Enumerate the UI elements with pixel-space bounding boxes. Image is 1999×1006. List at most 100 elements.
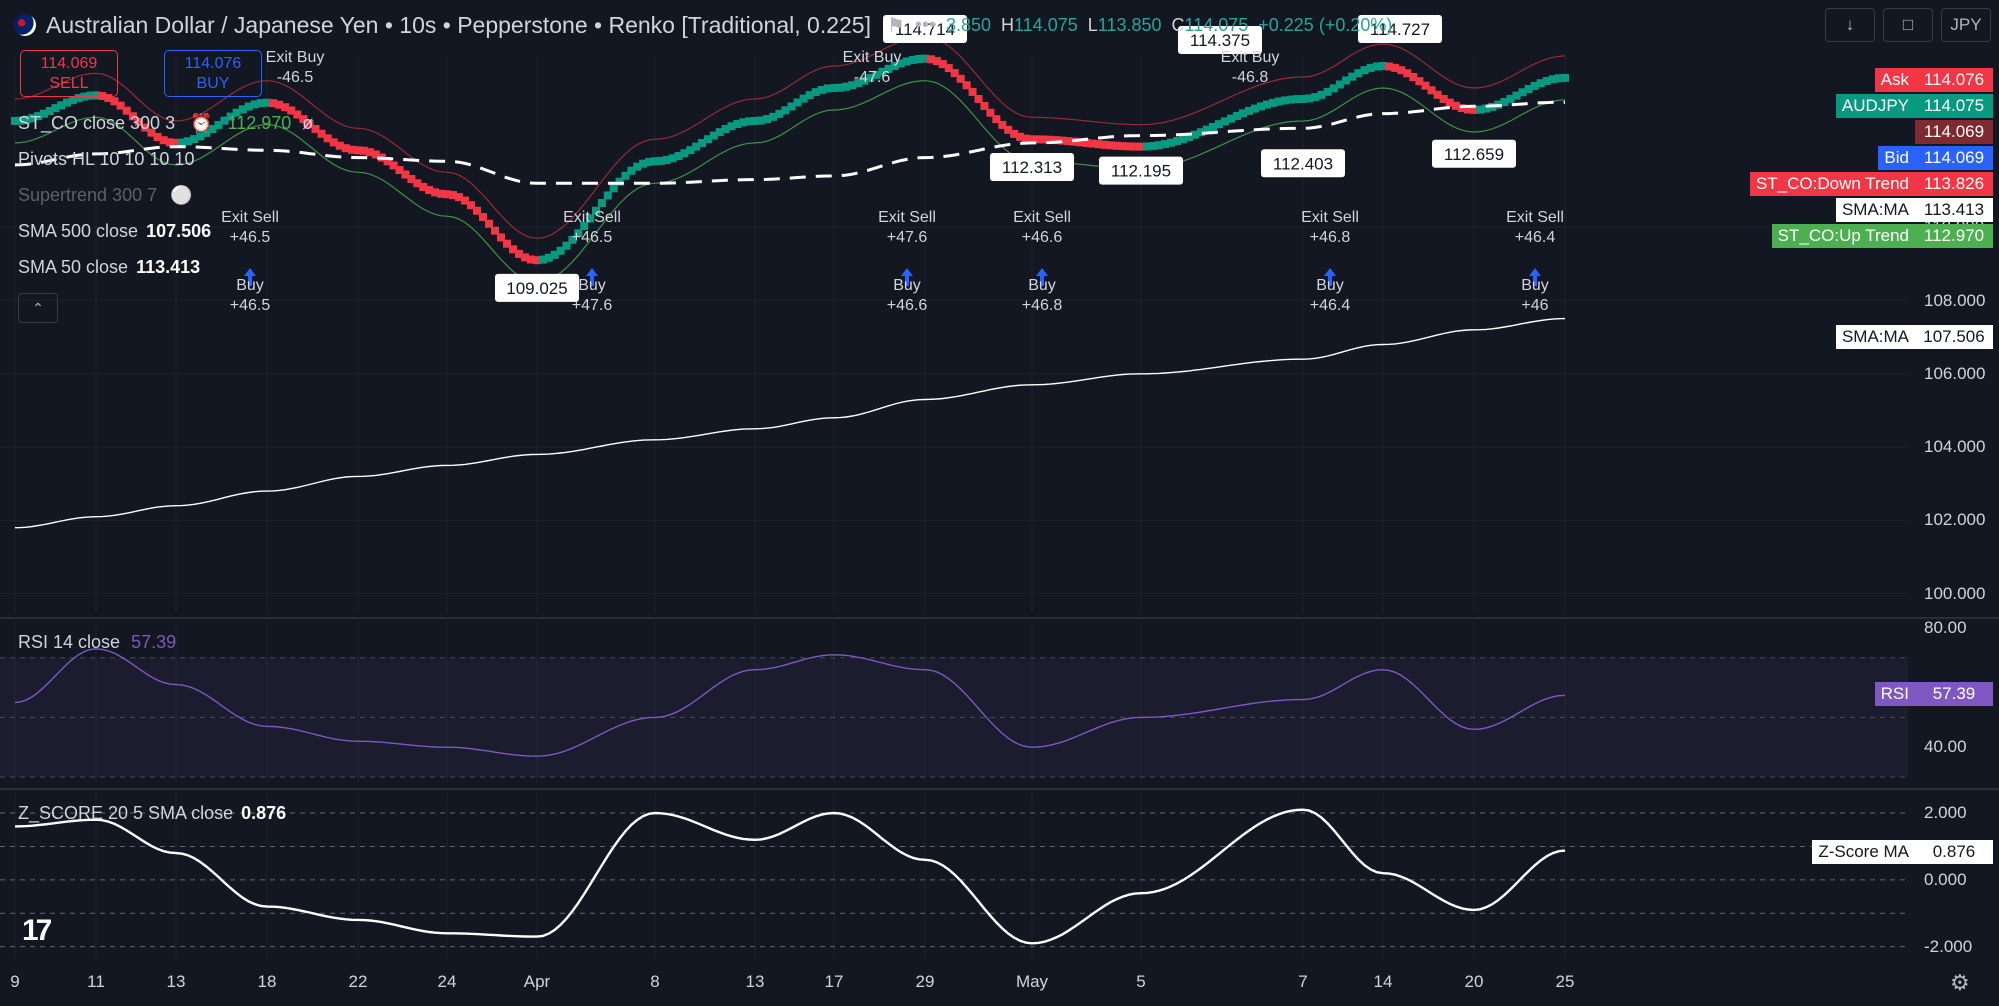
hidden-eye-icon[interactable]: ⚪ <box>170 185 193 205</box>
legend-zscore-value: 0.876 <box>241 803 287 823</box>
legend-sma500-label: SMA 500 close <box>18 221 139 241</box>
renko-brick <box>1470 105 1478 114</box>
renko-brick <box>574 229 583 238</box>
renko-brick <box>116 101 125 110</box>
legend-supertrend[interactable]: Supertrend 300 7 ⚪ <box>18 185 193 206</box>
legend-zscore[interactable]: Z_SCORE 20 5 SMA close 0.876 <box>18 803 286 824</box>
ohlc-high-label: H <box>1001 14 1014 35</box>
renko-brick <box>281 103 290 112</box>
currency-selector[interactable]: JPY <box>1941 8 1991 42</box>
legend-pivots[interactable]: Pivots HL 10 10 10 10 <box>18 149 194 170</box>
renko-brick <box>609 184 618 193</box>
renko-brick <box>709 131 718 140</box>
price-tick-label: 106.000 <box>1924 363 1986 383</box>
download-icon[interactable]: ↓ <box>1825 8 1875 42</box>
renko-brick <box>196 132 205 141</box>
renko-brick <box>1506 94 1515 103</box>
renko-brick <box>763 115 772 124</box>
renko-brick <box>715 128 724 137</box>
renko-brick <box>165 138 174 147</box>
renko-brick <box>238 105 247 114</box>
ohlc-close-label: C <box>1171 14 1185 35</box>
flag-marker-icon[interactable]: ⚑ <box>886 14 905 37</box>
tradingview-logo[interactable]: 17 <box>22 914 52 947</box>
signal-value: +46 <box>1521 297 1548 314</box>
pivot-label-box <box>1178 25 1262 54</box>
renko-brick <box>1451 101 1460 110</box>
ohlc-change: +0.225 (+0.20%) <box>1258 14 1393 35</box>
renko-brick <box>627 166 636 175</box>
renko-brick <box>1397 66 1406 75</box>
renko-brick <box>305 119 314 128</box>
pivot-label-box <box>883 15 967 43</box>
renko-brick <box>1500 97 1509 106</box>
more-icon[interactable]: ••• <box>914 13 936 36</box>
renko-brick <box>860 76 869 85</box>
signal-value: +46.8 <box>1022 297 1063 314</box>
pane-divider-rsi[interactable] <box>0 617 1999 619</box>
renko-brick <box>509 245 517 254</box>
renko-brick <box>938 60 947 69</box>
buy-button[interactable]: 114.076 BUY <box>164 50 262 97</box>
sell-button[interactable]: 114.069 SELL <box>20 50 118 97</box>
renko-brick <box>371 150 380 159</box>
price-tag-label: RSI <box>1874 682 1915 706</box>
renko-brick <box>586 214 595 223</box>
renko-brick <box>269 99 278 108</box>
renko-brick <box>1118 142 1127 151</box>
settings-icon[interactable]: ⚙ <box>1950 970 1970 995</box>
supertrend-down-line <box>14 36 1566 239</box>
renko-brick <box>244 102 253 111</box>
renko-brick <box>401 170 410 179</box>
renko-brick <box>562 241 571 250</box>
renko-brick <box>656 156 665 165</box>
renko-brick <box>1317 90 1326 99</box>
renko-brick <box>503 239 511 248</box>
renko-brick <box>787 102 796 111</box>
symbol-title[interactable]: Australian Dollar / Japanese Yen • 10s •… <box>46 11 877 39</box>
price-tick-label: 100.000 <box>1924 583 1986 603</box>
signal-kind: Exit Buy <box>843 49 902 66</box>
date-tick-label: 17 <box>824 972 844 991</box>
renko-brick <box>74 94 83 103</box>
renko-brick <box>497 233 505 242</box>
pane-divider-zscore[interactable] <box>0 788 1999 790</box>
renko-brick <box>986 108 995 117</box>
collapse-legend-button[interactable]: ⌃ <box>18 293 58 323</box>
date-tick-label: 8 <box>650 972 660 991</box>
renko-brick <box>556 246 565 255</box>
sell-price: 114.069 <box>40 54 98 72</box>
price-tag-label: SMA:MA <box>1835 198 1915 222</box>
legend-st-co[interactable]: ST_CO close 300 3 ⏰ 112.970 ø <box>18 113 313 134</box>
legend-st-co-value: 112.970 <box>227 113 292 133</box>
ohlc-high-value: 114.075 <box>1014 14 1078 35</box>
renko-brick <box>329 138 338 147</box>
price-tag-label: Z-Score MA <box>1812 840 1915 864</box>
renko-brick <box>443 190 451 199</box>
renko-brick <box>639 159 648 168</box>
rsi-line <box>14 648 1566 757</box>
renko-brick <box>1040 135 1049 144</box>
zscore-line <box>14 808 1566 945</box>
renko-brick <box>1354 69 1363 78</box>
price-tag-label: ST_CO:Down Trend <box>1749 172 1915 196</box>
legend-sma50[interactable]: SMA 50 close 113.413 <box>18 257 200 278</box>
renko-brick <box>703 135 712 144</box>
price-tag: AUDJPY 114.075 <box>1835 94 1993 118</box>
buy-arrow-icon <box>1324 268 1336 286</box>
alarm-icon[interactable]: ⏰ <box>190 113 213 133</box>
renko-brick <box>135 117 144 126</box>
signal-kind: Buy <box>1028 277 1056 294</box>
legend-rsi[interactable]: RSI 14 close 57.39 <box>18 632 176 653</box>
renko-brick <box>521 253 529 262</box>
renko-brick <box>727 122 736 131</box>
legend-sma500[interactable]: SMA 500 close 107.506 <box>18 221 211 242</box>
renko-brick <box>1215 120 1223 129</box>
renko-brick <box>1221 117 1229 126</box>
signal-kind: Buy <box>236 277 264 294</box>
signal-value: +46.6 <box>1022 229 1063 246</box>
fullscreen-icon[interactable]: □ <box>1883 8 1933 42</box>
zscore-tick-label: 2.000 <box>1924 803 1967 823</box>
price-tag: 114.069 <box>1915 120 1993 144</box>
